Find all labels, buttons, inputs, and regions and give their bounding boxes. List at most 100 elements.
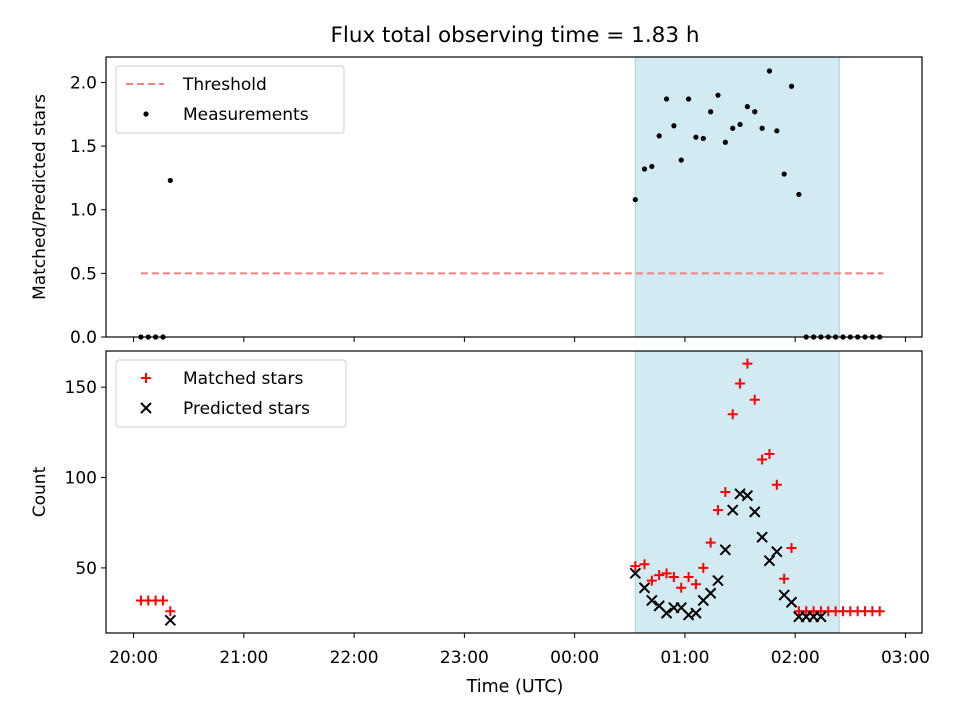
predicted-star-point xyxy=(771,545,783,558)
measurement-point xyxy=(752,109,758,115)
predicted-star-point xyxy=(763,554,776,567)
predicted-star-point xyxy=(638,582,651,594)
measurement-point xyxy=(671,123,677,129)
measurement-point xyxy=(678,157,684,163)
measurement-point xyxy=(708,109,714,115)
matched-star-point xyxy=(757,454,768,465)
predicted-star-point xyxy=(660,607,673,619)
measurement-point xyxy=(693,134,699,140)
measurement-point xyxy=(737,121,743,128)
measurement-point xyxy=(641,166,648,172)
measurement-point xyxy=(781,171,787,177)
matched-star-point xyxy=(639,559,650,570)
measurement-point xyxy=(715,92,721,98)
bottom-panel-counts: 50 100 150 20:00 21:00 22:00 23:00 00:00 01:00 02… xyxy=(30,350,930,668)
matched-star-point xyxy=(668,571,679,582)
matched-star-point xyxy=(786,543,797,554)
measurement-point xyxy=(649,163,655,170)
matched-star-point xyxy=(727,409,738,420)
x-tick-label: 02:00 xyxy=(771,648,820,668)
y-tick-label: 1.0 xyxy=(70,201,97,221)
legend-measurement-swatch xyxy=(143,111,149,117)
measurement-point xyxy=(632,196,638,203)
matched-star-point xyxy=(698,562,709,573)
x-tick-label: 20:00 xyxy=(109,648,158,668)
y-axis-label: Matched/Predicted stars xyxy=(30,94,50,300)
matched-star-point xyxy=(735,378,746,389)
predicted-star-point xyxy=(646,594,658,607)
matched-star-point xyxy=(165,606,176,617)
matched-star-point xyxy=(690,579,701,590)
matched-star-point xyxy=(874,606,885,617)
measurement-point xyxy=(788,83,795,89)
y-tick-label: 0.5 xyxy=(70,264,97,284)
matched-star-point xyxy=(157,595,168,606)
measurement-point xyxy=(759,125,765,131)
legend-label: Threshold xyxy=(182,75,267,95)
legend: Matched stars Predicted stars xyxy=(115,359,347,428)
legend-label: Matched stars xyxy=(183,369,303,389)
matched-star-point xyxy=(705,537,716,548)
axes-frame xyxy=(105,56,923,338)
measurement-point xyxy=(766,68,773,74)
predicted-star-point xyxy=(726,504,739,516)
x-tick-label: 03:00 xyxy=(881,648,930,668)
y-tick-label: 100 xyxy=(65,469,97,489)
axes-frame xyxy=(105,350,923,634)
measurement-point xyxy=(685,96,692,102)
y-tick-label: 50 xyxy=(75,559,97,579)
y-axis-label: Count xyxy=(30,466,50,517)
y-tick-label: 150 xyxy=(65,378,97,398)
y-tick-label: 0.0 xyxy=(70,328,97,348)
x-axis-label: Time (UTC) xyxy=(466,677,564,697)
x-tick-label: 21:00 xyxy=(219,648,268,668)
predicted-star-point xyxy=(741,489,754,502)
measurement-point xyxy=(796,191,802,198)
predicted-star-point xyxy=(785,596,798,608)
predicted-star-point xyxy=(815,611,827,623)
x-tick-label: 01:00 xyxy=(660,648,709,668)
top-panel-ratio: 0.0 0.5 1.0 1.5 2.0 Matched/Predicted stars Th… xyxy=(30,56,923,348)
matched-star-point xyxy=(771,479,782,490)
matched-star-point xyxy=(720,487,731,497)
y-tick-label: 1.5 xyxy=(70,137,97,157)
legend-box xyxy=(115,359,347,428)
predicted-star-point xyxy=(704,587,717,599)
legend-label: Predicted stars xyxy=(183,399,310,419)
measurement-point xyxy=(730,125,736,131)
measurement-point xyxy=(663,96,670,102)
matched-star-point xyxy=(646,575,657,586)
measurement-point xyxy=(744,104,751,110)
predicted-star-point xyxy=(712,574,724,587)
legend-label: Measurements xyxy=(183,105,309,125)
legend-box xyxy=(115,65,345,134)
matched-star-point xyxy=(661,568,672,579)
predicted-star-point xyxy=(756,531,768,543)
matched-star-point xyxy=(749,394,760,405)
matched-star-point xyxy=(713,505,723,516)
legend-matched-swatch xyxy=(141,373,151,383)
x-tick-label: 22:00 xyxy=(330,648,379,668)
predicted-star-point xyxy=(749,506,761,518)
measurement-point xyxy=(167,177,173,184)
matched-star-point xyxy=(683,571,694,582)
predicted-star-point xyxy=(164,614,177,627)
matched-star-point xyxy=(630,561,641,572)
predicted-star-point xyxy=(629,567,642,580)
predicted-star-point xyxy=(690,607,702,619)
x-tick-label: 00:00 xyxy=(550,648,599,668)
x-tick-label: 23:00 xyxy=(440,648,489,668)
matched-star-point xyxy=(764,449,775,460)
y-tick-label: 2.0 xyxy=(70,73,97,93)
measurement-point xyxy=(700,135,706,142)
matched-star-point xyxy=(676,582,687,593)
observing-span-shade xyxy=(635,57,840,337)
matched-star-point xyxy=(654,570,665,581)
matched-star-point xyxy=(742,358,753,369)
legend: Threshold Measurements xyxy=(115,65,345,134)
legend-predicted-swatch xyxy=(140,402,152,414)
measurement-point xyxy=(656,133,662,139)
predicted-star-point xyxy=(719,544,732,556)
chart-title: Flux total observing time = 1.83 h xyxy=(331,23,700,48)
